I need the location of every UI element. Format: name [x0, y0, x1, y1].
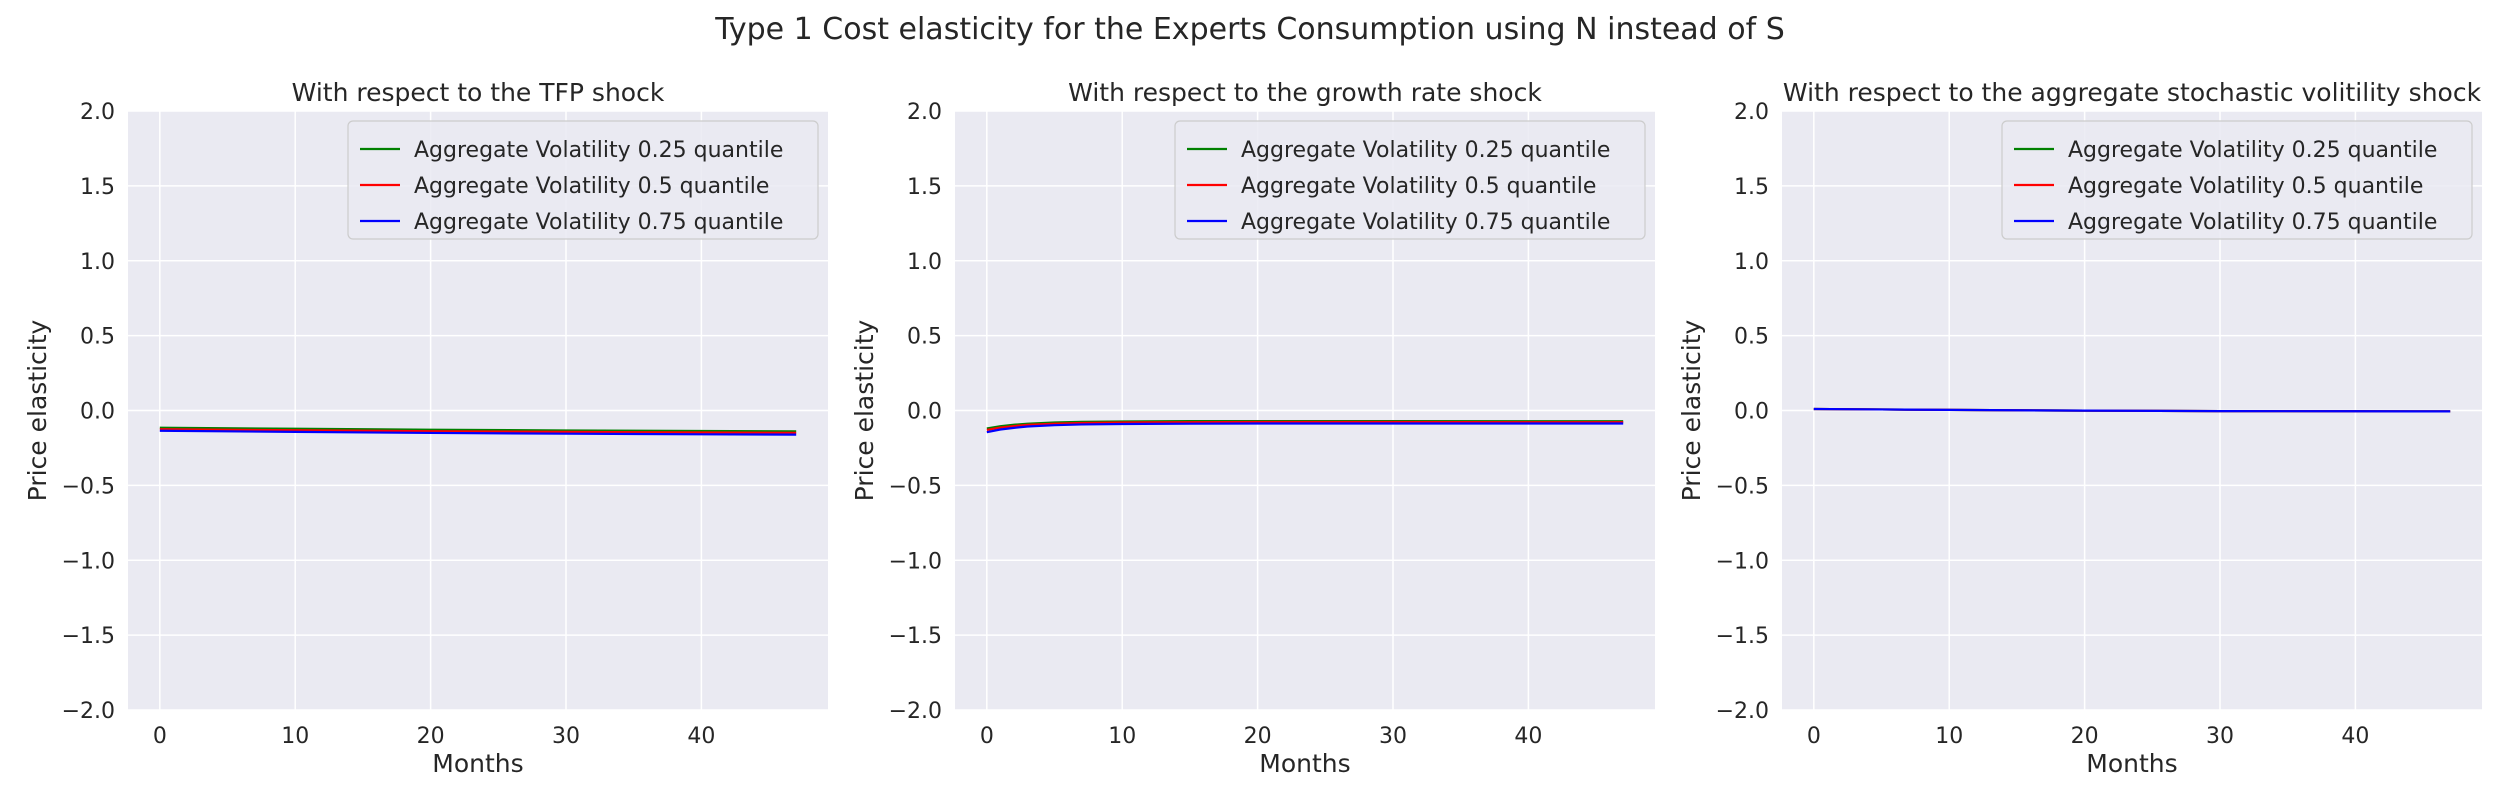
- series-line-2: [159, 428, 797, 434]
- y-tick-label: 2.0: [1734, 100, 1769, 125]
- y-tick-label: −1.5: [889, 624, 942, 649]
- x-tick-label: 20: [1244, 724, 1272, 749]
- x-tick-label: 20: [417, 724, 445, 749]
- y-tick-label: 1.5: [1734, 175, 1769, 200]
- y-tick-label: −1.0: [62, 549, 115, 574]
- x-tick-label: 30: [552, 724, 580, 749]
- y-tick-label: −2.0: [1716, 699, 1769, 724]
- x-tick-label: 0: [980, 724, 994, 749]
- y-tick-label: 0.5: [1734, 325, 1769, 350]
- legend-entry: Aggregate Volatility 0.75 quantile: [414, 210, 783, 235]
- panels: −2.0 −1.5 −1.0 −0.5 0.0 0.5 1.0 1.5 2.0 0 10 20 30 40…: [23, 78, 2482, 778]
- panel-2: −2.0 −1.5 −1.0 −0.5 0.0 0.5 1.0 1.5 2.0 0 10 20 30 40…: [850, 78, 1655, 778]
- panel-title: With respect to the TFP shock: [292, 78, 665, 107]
- y-tick-label: −0.5: [62, 474, 115, 499]
- x-tick-label: 10: [281, 724, 309, 749]
- y-tick-label: −1.5: [62, 624, 115, 649]
- y-tick-label: −2.0: [889, 699, 942, 724]
- legend-entry: Aggregate Volatility 0.25 quantile: [2068, 138, 2437, 163]
- y-tick-label: 0.5: [80, 325, 115, 350]
- y-tick-label: −1.0: [889, 549, 942, 574]
- y-tick-label: −0.5: [1716, 474, 1769, 499]
- legend-entry: Aggregate Volatility 0.25 quantile: [414, 138, 783, 163]
- legend-entry: Aggregate Volatility 0.5 quantile: [2068, 174, 2423, 199]
- panel-title: With respect to the aggregate stochastic…: [1783, 78, 2482, 107]
- y-tick-label: −1.0: [1716, 549, 1769, 574]
- x-tick-label: 40: [687, 724, 715, 749]
- y-tick-label: 0.0: [907, 400, 942, 425]
- x-tick-label: 30: [2206, 724, 2234, 749]
- y-tick-label: −1.5: [1716, 624, 1769, 649]
- series-line-1: [159, 426, 797, 433]
- legend-box: [1174, 120, 1646, 240]
- y-tick-label: −0.5: [889, 474, 942, 499]
- legend-box: [2001, 120, 2473, 240]
- y-tick-label: 1.0: [907, 250, 942, 275]
- y-axis-label: Price elasticity: [1677, 319, 1706, 501]
- x-tick-label: 30: [1379, 724, 1407, 749]
- x-tick-label: 0: [153, 724, 167, 749]
- legend-box: [347, 120, 819, 240]
- y-tick-label: 2.0: [80, 100, 115, 125]
- panel-3: −2.0 −1.5 −1.0 −0.5 0.0 0.5 1.0 1.5 2.0 0 10 20 30 40…: [1677, 78, 2482, 778]
- series-line-3: [159, 429, 797, 436]
- x-axis-label: Months: [432, 749, 523, 778]
- y-tick-label: −2.0: [62, 699, 115, 724]
- legend-entry: Aggregate Volatility 0.5 quantile: [414, 174, 769, 199]
- legend-entry: Aggregate Volatility 0.75 quantile: [2068, 210, 2437, 235]
- x-axis-label: Months: [2086, 749, 2177, 778]
- panel-title: With respect to the growth rate shock: [1068, 78, 1542, 107]
- y-tick-label: 1.0: [80, 250, 115, 275]
- panel-1: −2.0 −1.5 −1.0 −0.5 0.0 0.5 1.0 1.5 2.0 0 10 20 30 40…: [23, 78, 828, 778]
- y-tick-label: 2.0: [907, 100, 942, 125]
- y-axis-label: Price elasticity: [850, 319, 879, 501]
- x-axis-label: Months: [1259, 749, 1350, 778]
- y-tick-label: 1.5: [80, 175, 115, 200]
- y-tick-label: 0.0: [80, 400, 115, 425]
- x-tick-label: 10: [1935, 724, 1963, 749]
- x-tick-label: 40: [1514, 724, 1542, 749]
- x-tick-label: 0: [1807, 724, 1821, 749]
- y-axis-label: Price elasticity: [23, 319, 52, 501]
- y-tick-label: 1.5: [907, 175, 942, 200]
- x-tick-label: 10: [1108, 724, 1136, 749]
- series-line-3: [986, 422, 1624, 434]
- y-tick-label: 1.0: [1734, 250, 1769, 275]
- x-tick-label: 20: [2071, 724, 2099, 749]
- figure-title: Type 1 Cost elasticity for the Experts C…: [714, 12, 1785, 47]
- series-line-2: [986, 420, 1624, 432]
- series-line-3: [1813, 407, 2451, 413]
- legend-entry: Aggregate Volatility 0.5 quantile: [1241, 174, 1596, 199]
- y-tick-label: 0.5: [907, 325, 942, 350]
- y-tick-label: 0.0: [1734, 400, 1769, 425]
- legend-entry: Aggregate Volatility 0.75 quantile: [1241, 210, 1610, 235]
- x-tick-label: 40: [2341, 724, 2369, 749]
- legend-entry: Aggregate Volatility 0.25 quantile: [1241, 138, 1610, 163]
